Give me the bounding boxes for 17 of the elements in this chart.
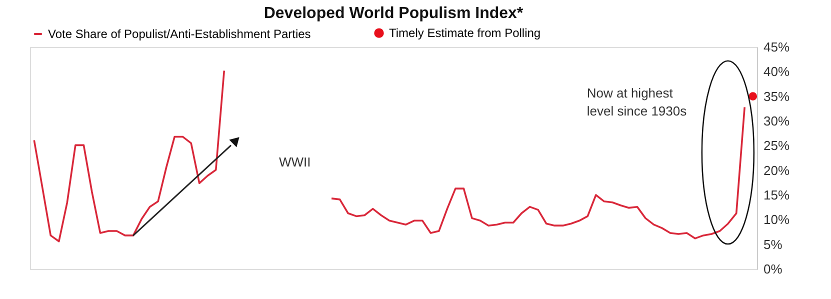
y-tick-label: 45% [764,40,790,54]
y-tick-label: 15% [764,188,790,202]
y-tick-label: 25% [764,138,790,154]
line-series [330,106,746,240]
annotation: Now at highest level since 1930s [586,86,688,119]
y-tick-label: 20% [764,162,790,178]
y-tick-label: 40% [764,64,790,80]
y-tick-label: 35% [764,88,790,104]
legend-label: Timely Estimate from Polling [389,26,541,40]
y-tick-label: 30% [764,114,790,128]
y-tick-label: 10% [764,212,790,228]
y-tick-label: 5% [764,236,783,252]
line-series [33,70,226,242]
legend-label: Vote Share of Populist/Anti-Establishment Parties [48,27,311,41]
chart-title: Developed World Populism Index* [264,5,524,22]
y-tick-label: 0% [764,262,783,276]
annotation: WWII [278,154,311,170]
